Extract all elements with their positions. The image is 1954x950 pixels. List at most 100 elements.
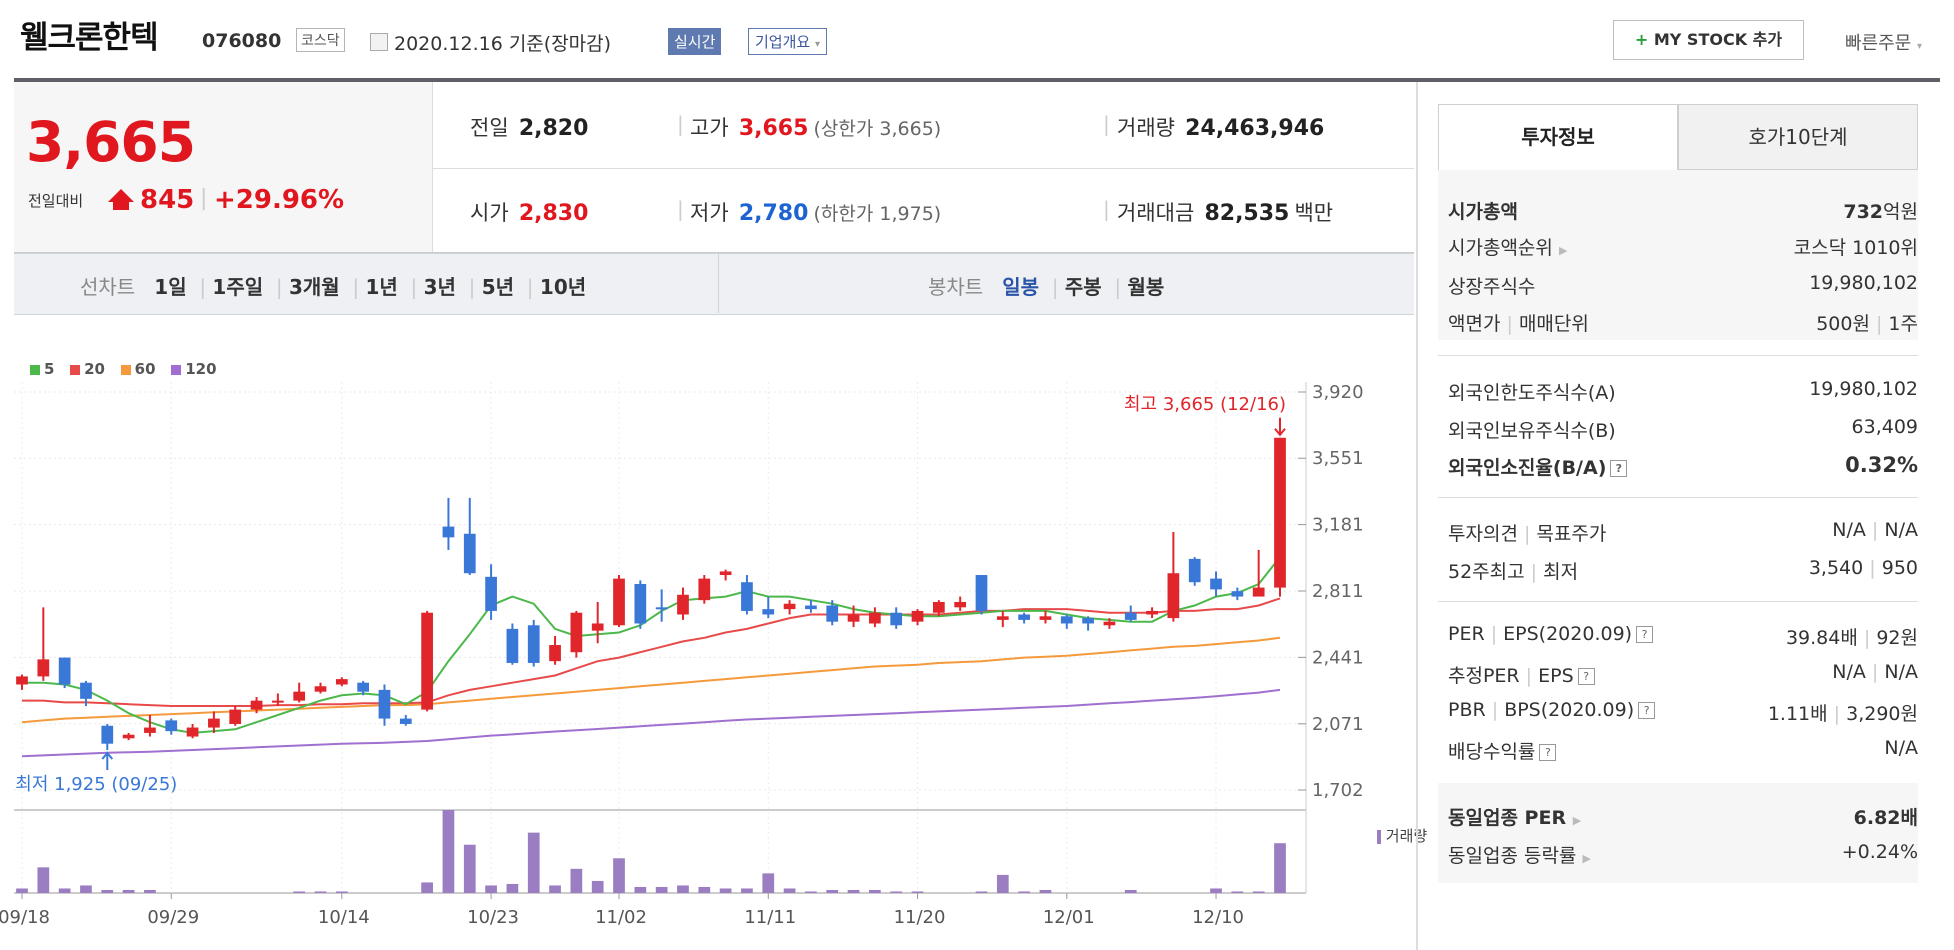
caret-right-icon: ▶ bbox=[1572, 814, 1582, 827]
y-tick-label: 1,702 bbox=[1312, 780, 1364, 801]
amount-unit: 백만 bbox=[1294, 201, 1334, 225]
candle-body bbox=[805, 605, 817, 610]
w52-label: 52주최고 | 최저 bbox=[1448, 561, 1579, 583]
candle-body bbox=[144, 727, 156, 733]
period-daily[interactable]: 일봉 bbox=[1002, 275, 1040, 299]
legend-swatch bbox=[70, 364, 81, 375]
period-3y[interactable]: 3년 bbox=[423, 275, 456, 299]
volume-bar bbox=[869, 889, 881, 893]
panel-divider bbox=[1416, 82, 1418, 950]
unit-label: 매매단위 bbox=[1518, 313, 1589, 335]
x-tick-label: 12/10 bbox=[1192, 907, 1244, 928]
est-per-number: N/A bbox=[1832, 661, 1866, 683]
add-mystock-label: MY STOCK 추가 bbox=[1653, 30, 1783, 49]
period-1w[interactable]: 1주일 bbox=[212, 275, 264, 299]
candle-body bbox=[463, 533, 476, 574]
prev-close: 전일 2,820 bbox=[470, 112, 588, 142]
candle-body bbox=[165, 720, 178, 732]
help-icon[interactable]: ? bbox=[1636, 626, 1654, 643]
legend-swatch bbox=[171, 364, 182, 375]
tab-invest-info[interactable]: 투자정보 bbox=[1438, 104, 1678, 170]
period-10y[interactable]: 10년 bbox=[539, 275, 587, 299]
price-chart[interactable]: 3,920 3,551 3,181 2,811 2,441 2,071 1,702 09/18… bbox=[0, 0, 1416, 950]
caret-right-icon: ▶ bbox=[1558, 244, 1568, 257]
candle-body bbox=[996, 616, 1009, 620]
candle-body bbox=[762, 609, 775, 615]
realtime-button[interactable]: 실시간 bbox=[668, 28, 722, 55]
dividend-text: 배당수익률 bbox=[1448, 741, 1536, 763]
legend-label: 60 bbox=[134, 360, 156, 378]
trade-amount: 거래대금 82,535 백만 bbox=[1117, 197, 1333, 227]
help-icon[interactable]: ? bbox=[1610, 460, 1628, 477]
lower-limit: (하한가 1,975) bbox=[813, 203, 942, 225]
amount-value: 82,535 bbox=[1204, 201, 1290, 226]
calendar-icon bbox=[370, 33, 388, 51]
help-icon[interactable]: ? bbox=[1577, 668, 1595, 685]
min-arrow-icon bbox=[101, 751, 114, 770]
separator: | bbox=[677, 197, 684, 221]
volume-bar bbox=[570, 868, 583, 893]
volume-bar bbox=[655, 886, 668, 893]
candle-body bbox=[698, 578, 711, 601]
header-divider bbox=[14, 78, 1940, 82]
est-eps-number: N/A bbox=[1884, 661, 1918, 683]
candle-body bbox=[1210, 578, 1222, 590]
period-1d[interactable]: 1일 bbox=[154, 275, 187, 299]
date-label: 2020.12.16 기준(장마감) bbox=[394, 33, 612, 55]
volume-bar bbox=[591, 880, 604, 893]
volume-bar bbox=[634, 886, 647, 893]
candle-body bbox=[378, 689, 391, 719]
company-info-dropdown[interactable]: 기업개요 ▾ bbox=[748, 28, 828, 55]
est-eps-text: EPS bbox=[1538, 665, 1574, 687]
foreign-limit-value: 19,980,102 bbox=[1809, 378, 1918, 400]
help-icon[interactable]: ? bbox=[1539, 744, 1557, 761]
volume-bar bbox=[122, 889, 135, 893]
help-icon[interactable]: ? bbox=[1638, 702, 1656, 719]
period-monthly[interactable]: 월봉 bbox=[1127, 275, 1165, 299]
ind-rate-label[interactable]: 동일업종 등락률 ▶ bbox=[1448, 841, 1591, 868]
company-info-label: 기업개요 bbox=[755, 33, 811, 51]
quote-row-divider bbox=[432, 168, 1414, 169]
legend-swatch bbox=[120, 364, 131, 375]
quick-order-link[interactable]: 빠른주문 ▾ bbox=[1845, 29, 1922, 55]
volume-bar bbox=[1039, 889, 1052, 893]
open-price: 시가 2,830 bbox=[470, 197, 588, 227]
volume-bar bbox=[463, 844, 476, 893]
face-label: 액면가 bbox=[1448, 313, 1501, 335]
candle-body bbox=[741, 582, 753, 611]
ind-rate-text: 동일업종 등락률 bbox=[1448, 845, 1577, 867]
up-arrow-icon bbox=[108, 189, 134, 202]
dividend-value: N/A bbox=[1884, 737, 1918, 759]
volume: 거래량 24,463,946 bbox=[1117, 112, 1324, 142]
per-eps-label: PER | EPS(2020.09)? bbox=[1448, 623, 1654, 645]
candle-body bbox=[399, 718, 412, 724]
candle-body bbox=[335, 679, 348, 685]
candle-body bbox=[826, 605, 839, 622]
period-3m[interactable]: 3개월 bbox=[288, 275, 340, 299]
ind-per-label[interactable]: 동일업종 PER ▶ bbox=[1448, 803, 1581, 830]
add-mystock-button[interactable]: + MY STOCK 추가 bbox=[1613, 20, 1804, 60]
candle-body bbox=[719, 571, 732, 576]
period-1y[interactable]: 1년 bbox=[365, 275, 398, 299]
tab-hoga[interactable]: 호가10단계 bbox=[1678, 104, 1918, 170]
max-arrow-icon bbox=[1274, 417, 1286, 437]
candle-body bbox=[1274, 437, 1286, 588]
volume-bar bbox=[975, 891, 988, 893]
volume-bar bbox=[314, 891, 327, 893]
period-weekly[interactable]: 주봉 bbox=[1064, 275, 1102, 299]
period-5y[interactable]: 5년 bbox=[481, 275, 515, 299]
pbr-value: 1.11배 bbox=[1767, 703, 1828, 725]
candle-body bbox=[37, 659, 50, 677]
price-change: 845 bbox=[140, 185, 195, 215]
candle-body bbox=[16, 676, 28, 685]
w52-high-value: 3,540 bbox=[1808, 557, 1864, 579]
rank-label[interactable]: 시가총액순위 ▶ bbox=[1448, 233, 1567, 260]
opinion-target-label: 투자의견 | 목표주가 bbox=[1448, 523, 1607, 545]
ma20-line bbox=[22, 597, 1281, 707]
volume-bar bbox=[762, 873, 775, 893]
candle-body bbox=[250, 700, 263, 710]
max-price-annotation: 최고 3,665 (12/16) bbox=[1124, 394, 1286, 415]
candle-body bbox=[357, 682, 370, 692]
open-value: 2,830 bbox=[518, 201, 589, 226]
volume-bar bbox=[613, 858, 625, 893]
